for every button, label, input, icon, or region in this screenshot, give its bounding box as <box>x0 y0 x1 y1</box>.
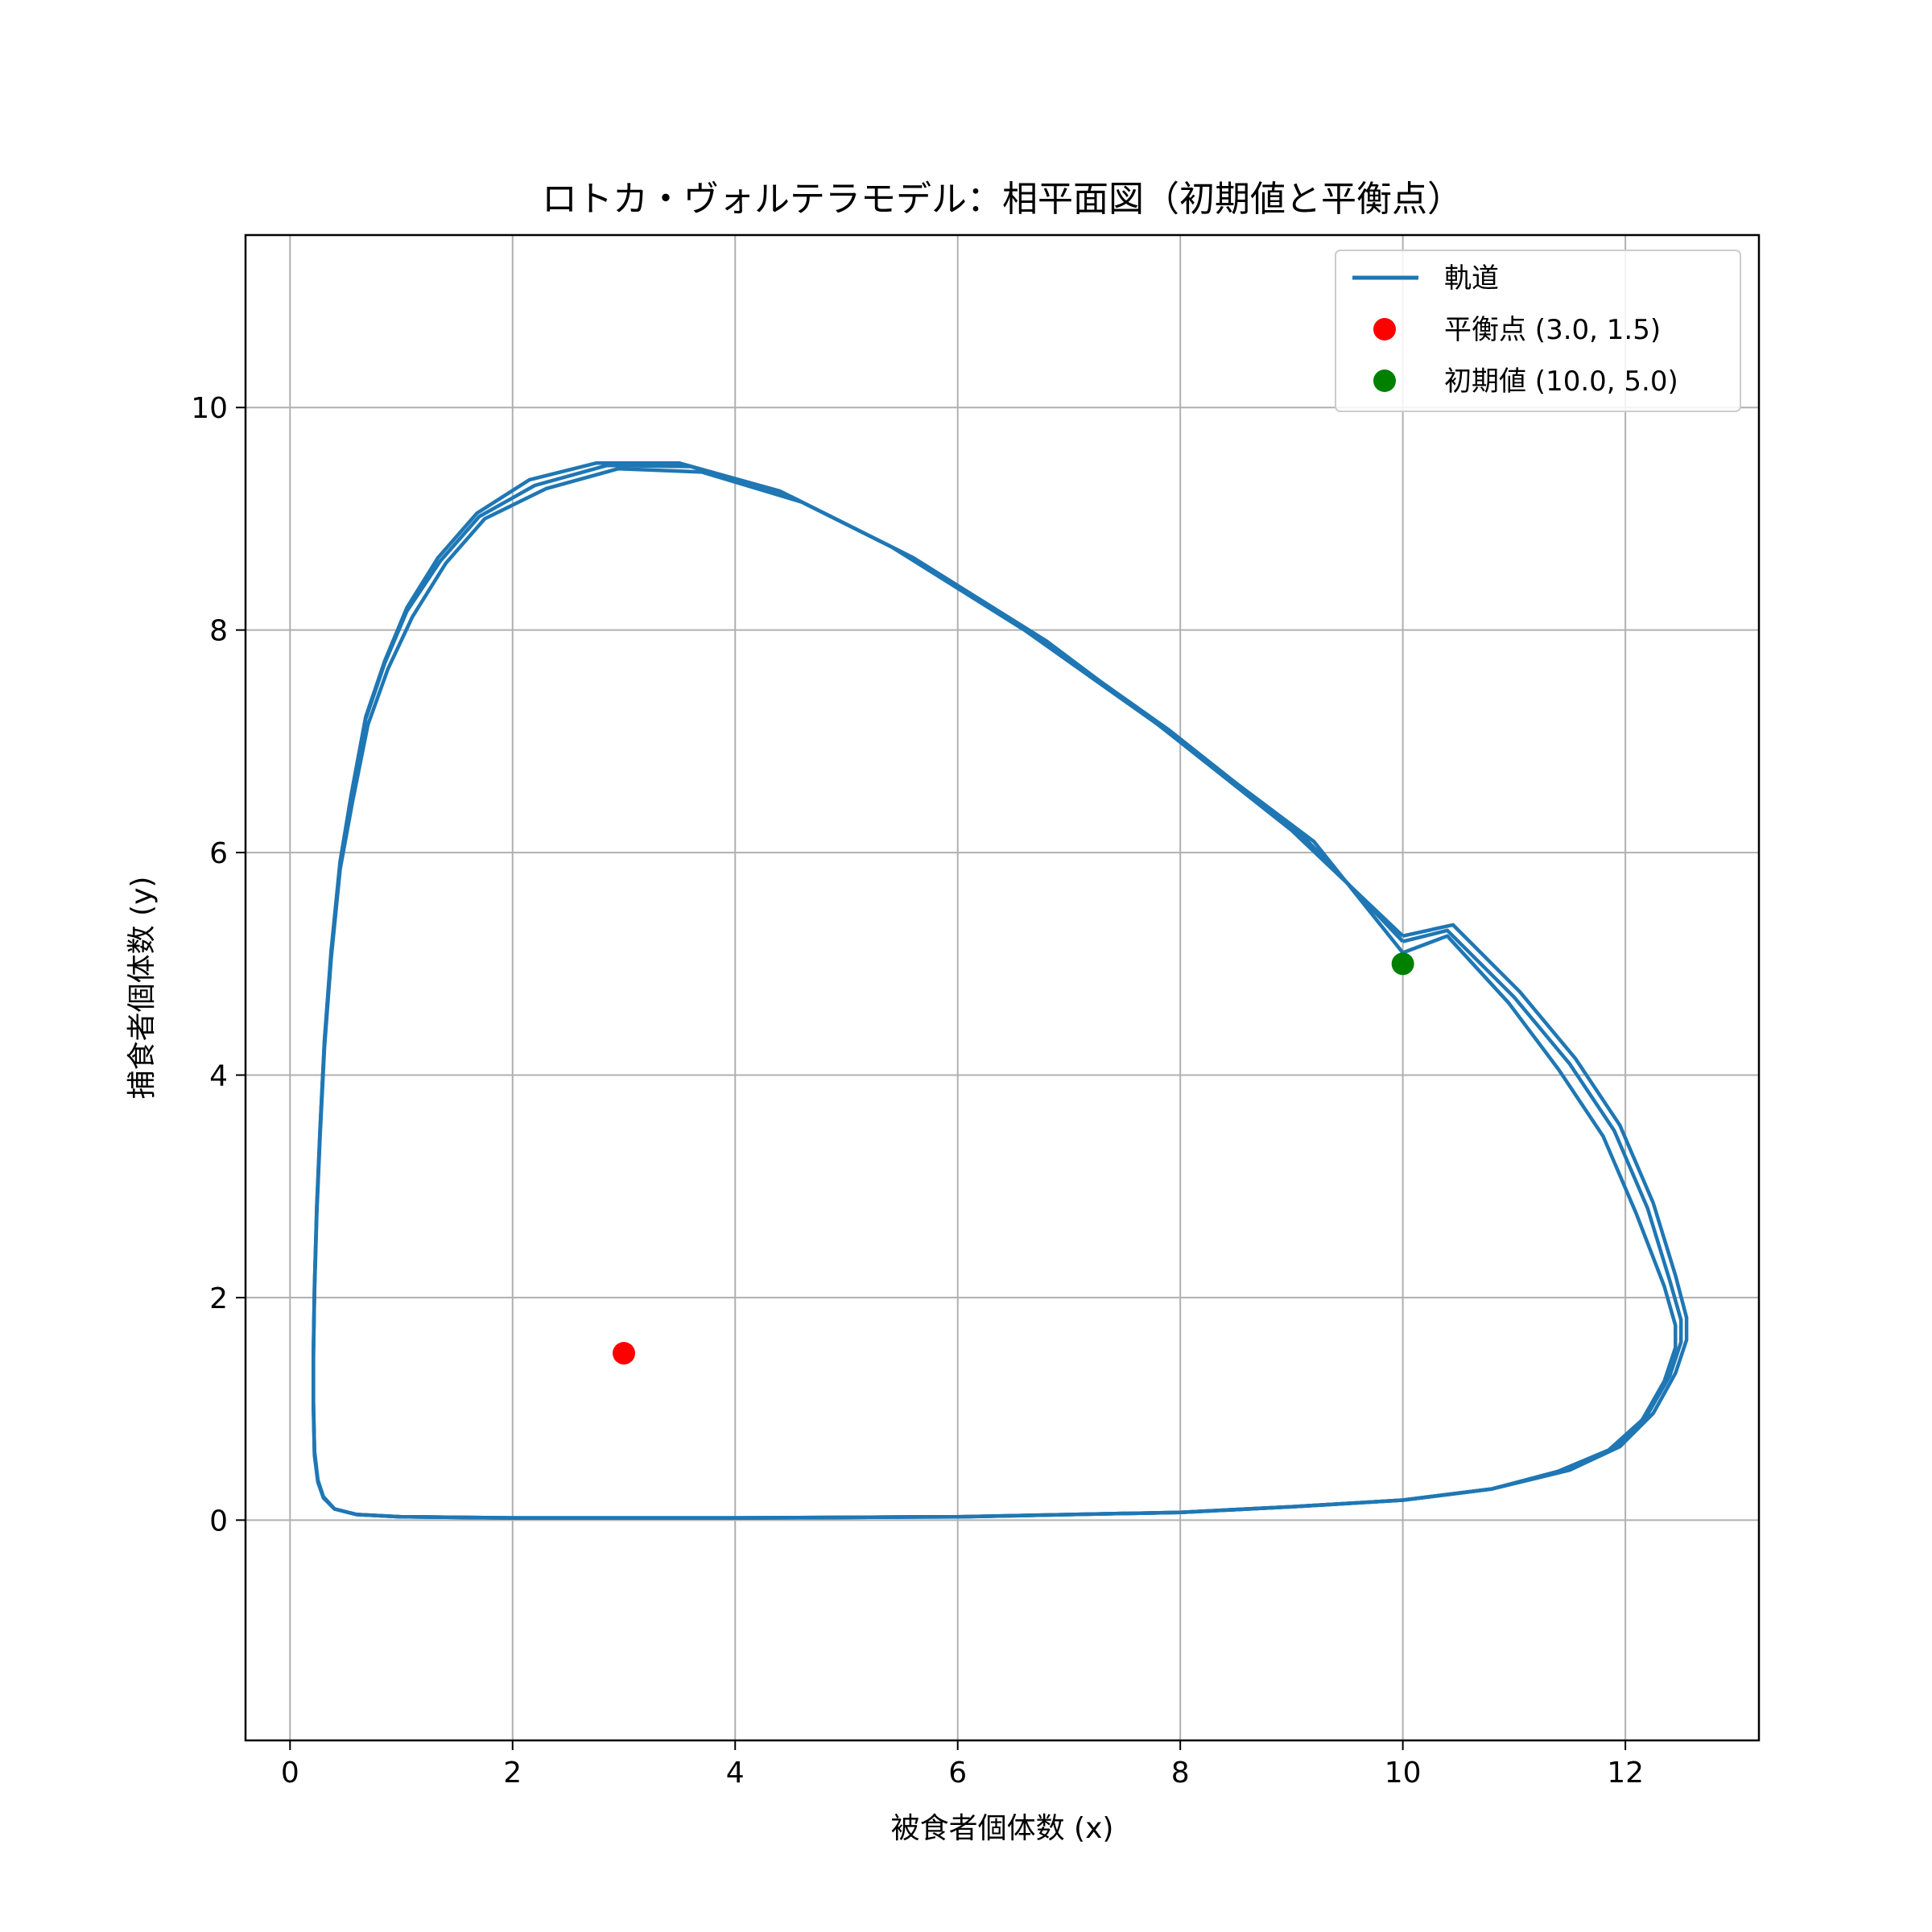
y-axis-ticks: 0 2 4 6 8 10 <box>191 392 246 1538</box>
x-axis-ticks: 0 2 4 6 8 10 12 <box>281 1740 1644 1790</box>
trajectory-line <box>312 463 1683 1520</box>
initial-point <box>1391 952 1414 976</box>
equilibrium-point <box>613 1342 635 1365</box>
y-tick-label: 8 <box>209 615 228 648</box>
chart-title: ロトカ・ヴォルテラモデル：相平面図（初期値と平衡点） <box>542 179 1463 220</box>
x-axis-label: 被食者個体数 (x) <box>891 1812 1114 1845</box>
legend-label-equilibrium: 平衡点 (3.0, 1.5) <box>1444 314 1661 346</box>
x-tick-label: 4 <box>726 1757 745 1790</box>
trajectory-line <box>312 461 1689 1520</box>
legend-label-trajectory: 軌道 <box>1444 262 1499 295</box>
x-tick-label: 10 <box>1385 1757 1422 1790</box>
axes-frame <box>244 233 1761 1742</box>
trajectory-line <box>312 466 1678 1520</box>
plot-area <box>312 461 1689 1520</box>
legend-marker-equilibrium <box>1373 318 1396 341</box>
y-tick-label: 2 <box>209 1282 228 1315</box>
x-tick-label: 12 <box>1607 1757 1644 1790</box>
legend-marker-initial <box>1373 369 1396 392</box>
x-tick-label: 2 <box>503 1757 522 1790</box>
x-tick-label: 0 <box>281 1757 299 1790</box>
y-axis-label: 捕食者個体数 (y) <box>126 877 159 1100</box>
y-tick-label: 0 <box>209 1505 228 1538</box>
y-tick-label: 6 <box>209 837 228 870</box>
x-tick-label: 8 <box>1171 1757 1190 1790</box>
legend-box <box>1335 250 1741 412</box>
y-tick-label: 4 <box>209 1059 228 1092</box>
y-tick-label: 10 <box>191 392 228 425</box>
x-tick-label: 6 <box>948 1757 967 1790</box>
legend-label-initial: 初期値 (10.0, 5.0) <box>1444 365 1678 398</box>
legend: 軌道 平衡点 (3.0, 1.5) 初期値 (10.0, 5.0) <box>1335 250 1741 412</box>
